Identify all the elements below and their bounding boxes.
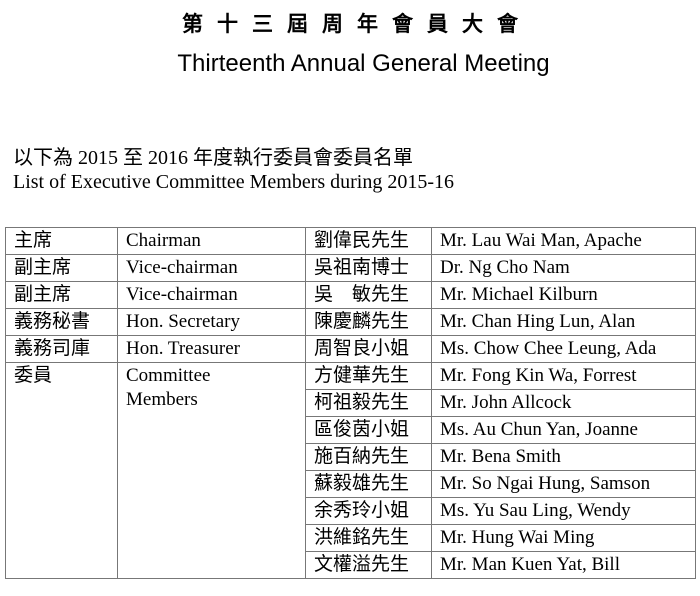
table-row: 委員 Committee Members 方健華先生 Mr. Fong Kin Wa, …	[5, 362, 696, 579]
role-chinese: 副主席	[5, 254, 118, 282]
name-english: Mr. Hung Wai Ming	[431, 524, 696, 552]
name-chinese: 陳慶麟先生	[305, 308, 432, 336]
name-english: Mr. Bena Smith	[431, 443, 696, 471]
table-row: 余秀玲小姐 Ms. Yu Sau Ling, Wendy	[6, 497, 696, 525]
table-row: 蘇毅雄先生 Mr. So Ngai Hung, Samson	[6, 470, 696, 498]
role-chinese: 副主席	[5, 281, 118, 309]
role-english: Vice-chairman	[117, 281, 306, 309]
name-chinese: 洪維銘先生	[305, 524, 432, 552]
name-chinese: 施百納先生	[305, 443, 432, 471]
role-english-line1: Committee	[126, 365, 211, 386]
role-english: Vice-chairman	[117, 254, 306, 282]
committee-table: 主席 Chairman 劉偉民先生 Mr. Lau Wai Man, Apache 副主…	[5, 227, 696, 579]
name-chinese: 蘇毅雄先生	[305, 470, 432, 498]
name-english: Mr. Michael Kilburn	[431, 281, 696, 309]
table-row: 洪維銘先生 Mr. Hung Wai Ming	[6, 524, 696, 552]
name-english: Ms. Chow Chee Leung, Ada	[431, 335, 696, 363]
name-chinese: 區俊茵小姐	[305, 416, 432, 444]
table-row: 義務秘書 Hon. Secretary 陳慶麟先生 Mr. Chan Hing Lun…	[5, 308, 696, 336]
name-chinese: 吳祖南博士	[305, 254, 432, 282]
intro-english: List of Executive Committee Members duri…	[13, 171, 455, 193]
table-row: 主席 Chairman 劉偉民先生 Mr. Lau Wai Man, Apache	[5, 227, 696, 255]
role-english: Hon. Treasurer	[117, 335, 306, 363]
name-english: Dr. Ng Cho Nam	[431, 254, 696, 282]
name-chinese: 余秀玲小姐	[305, 497, 432, 525]
name-chinese: 方健華先生	[305, 362, 432, 390]
table-row: 義務司庫 Hon. Treasurer 周智良小姐 Ms. Chow Chee Leu…	[5, 335, 696, 363]
name-english: Mr. Chan Hing Lun, Alan	[431, 308, 696, 336]
role-english: Hon. Secretary	[117, 308, 306, 336]
table-row: 柯祖毅先生 Mr. John Allcock	[6, 389, 696, 417]
name-english: Mr. So Ngai Hung, Samson	[431, 470, 696, 498]
name-english: Mr. Fong Kin Wa, Forrest	[431, 362, 696, 390]
role-chinese: 義務秘書	[5, 308, 118, 336]
name-english: Ms. Au Chun Yan, Joanne	[431, 416, 696, 444]
name-chinese: 柯祖毅先生	[305, 389, 432, 417]
role-chinese: 委員	[5, 362, 118, 579]
name-chinese: 文權溢先生	[305, 551, 432, 579]
table-row: 區俊茵小姐 Ms. Au Chun Yan, Joanne	[6, 416, 696, 444]
name-chinese: 劉偉民先生	[305, 227, 432, 255]
table-row: 副主席 Vice-chairman 吳祖南博士 Dr. Ng Cho Nam	[5, 254, 696, 282]
name-english: Ms. Yu Sau Ling, Wendy	[431, 497, 696, 525]
role-english: Chairman	[117, 227, 306, 255]
role-english-line2: Members	[126, 389, 198, 410]
name-chinese: 吳 敏先生	[305, 281, 432, 309]
role-chinese: 義務司庫	[5, 335, 118, 363]
role-chinese: 主席	[5, 227, 118, 255]
title-english: Thirteenth Annual General Meeting	[177, 50, 550, 77]
table-row: 副主席 Vice-chairman 吳 敏先生 Mr. Michael Kilburn	[5, 281, 696, 309]
role-english: Committee Members	[117, 362, 306, 579]
intro-chinese: 以下為 2015 至 2016 年度執行委員會委員名單	[13, 147, 413, 169]
table-row: 文權溢先生 Mr. Man Kuen Yat, Bill	[6, 551, 696, 579]
name-chinese: 周智良小姐	[305, 335, 432, 363]
table-row: 施百納先生 Mr. Bena Smith	[6, 443, 696, 471]
title-chinese: 第十三屆周年會員大會	[182, 12, 532, 36]
name-english: Mr. Man Kuen Yat, Bill	[431, 551, 696, 579]
name-english: Mr. John Allcock	[431, 389, 696, 417]
name-english: Mr. Lau Wai Man, Apache	[431, 227, 696, 255]
